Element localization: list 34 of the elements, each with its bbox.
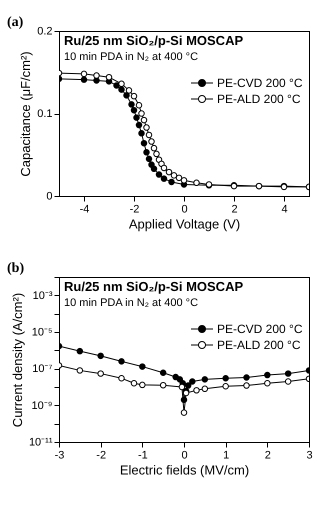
x-tick-label: -2 xyxy=(130,204,140,216)
text: (a) xyxy=(7,15,24,30)
y-tick-label: 10⁻⁵ xyxy=(32,326,52,338)
y-tick-label: 0.1 xyxy=(37,108,52,120)
chart-title: Ru/25 nm SiO₂/p-Si MOSCAP xyxy=(64,279,244,294)
legend-label: PE-CVD 200 °C xyxy=(217,76,303,90)
chart-title: Ru/25 nm SiO₂/p-Si MOSCAP xyxy=(64,33,244,48)
y-axis-title: Capacitance (μF/cm²) xyxy=(18,51,34,177)
text: (b) xyxy=(7,261,24,276)
x-tick-label: 3 xyxy=(306,450,313,462)
text: 10 min PDA in N₂ at 400 °C xyxy=(64,297,198,309)
x-tick-label: 4 xyxy=(281,204,288,216)
x-tick-label: -2 xyxy=(96,450,106,462)
x-tick-label: 0 xyxy=(181,450,188,462)
x-tick-label: 2 xyxy=(264,450,271,462)
y-axis-title: Current density (A/cm²) xyxy=(10,292,25,428)
legend-label: PE-ALD 200 °C xyxy=(217,338,301,352)
x-tick-label: -1 xyxy=(138,450,148,462)
y-tick-label: 0 xyxy=(46,190,52,202)
y-tick-label: 10⁻¹¹ xyxy=(28,436,53,448)
x-axis-title: Electric fields (MV/cm) xyxy=(120,462,250,478)
x-tick-label: 2 xyxy=(231,204,238,216)
legend-label: PE-ALD 200 °C xyxy=(217,92,301,106)
y-tick-label: 10⁻⁹ xyxy=(32,400,52,412)
y-tick-label: 0.2 xyxy=(37,26,52,38)
legend-label: PE-CVD 200 °C xyxy=(217,322,303,336)
x-tick-label: -4 xyxy=(80,204,90,216)
x-tick-label: 0 xyxy=(181,204,188,216)
x-tick-label: 1 xyxy=(223,450,230,462)
text: 10 min PDA in N₂ at 400 °C xyxy=(64,51,198,63)
y-tick-label: 10⁻⁷ xyxy=(32,363,53,376)
x-axis-title: Applied Voltage (V) xyxy=(128,216,240,232)
x-tick-label: -3 xyxy=(54,450,64,462)
y-tick-label: 10⁻³ xyxy=(32,290,53,302)
